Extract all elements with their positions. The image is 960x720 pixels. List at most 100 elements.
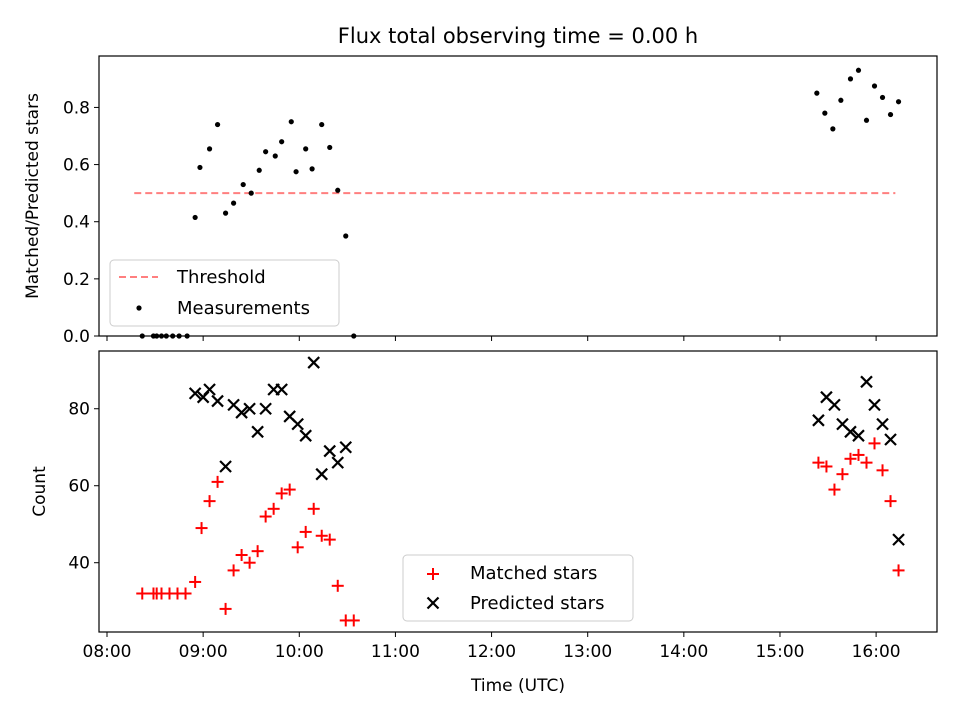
matched-star-point bbox=[227, 564, 240, 577]
measurement-point bbox=[879, 94, 886, 101]
matched-star-point bbox=[189, 575, 202, 588]
legend-matched-swatch bbox=[427, 568, 439, 580]
predicted-star-point bbox=[828, 398, 841, 412]
legend-x-marker bbox=[426, 596, 440, 610]
matched-star-point bbox=[860, 456, 873, 469]
matched-star-point bbox=[844, 452, 857, 465]
predicted-star-point bbox=[251, 425, 264, 439]
predicted-star-point bbox=[844, 425, 857, 439]
x-ticks-top-axes bbox=[106, 336, 877, 341]
predicted-star-point bbox=[188, 387, 202, 400]
legend-matched-label: Matched stars bbox=[470, 563, 597, 584]
ratio-legend: Threshold Measurements bbox=[109, 259, 340, 327]
matched-star-point bbox=[291, 541, 304, 554]
x-tick-label: 11:00 bbox=[371, 642, 420, 662]
matched-star-point bbox=[836, 468, 849, 481]
measurement-point bbox=[192, 214, 198, 221]
ratio-axes: Flux total observing time = 0.00 h Match… bbox=[23, 24, 938, 347]
predicted-star-point bbox=[812, 414, 825, 427]
legend-box bbox=[109, 259, 340, 327]
x-tick-label: 12:00 bbox=[467, 642, 516, 662]
matched-star-point bbox=[243, 556, 256, 569]
predicted-star-point bbox=[315, 467, 328, 481]
predicted-star-point bbox=[235, 406, 248, 419]
predicted-star-point bbox=[339, 440, 353, 454]
matched-star-point bbox=[211, 475, 224, 488]
matched-star-point bbox=[852, 448, 865, 461]
measurement-point bbox=[855, 67, 862, 73]
matched-star-point bbox=[884, 495, 897, 508]
legend-threshold-label: Threshold bbox=[176, 267, 266, 288]
measurement-point bbox=[206, 146, 213, 152]
matched-star-point bbox=[876, 464, 889, 477]
measurement-point bbox=[814, 90, 820, 96]
y-tick-label: 0.6 bbox=[63, 156, 90, 176]
y-ticks-count: 40 60 80 bbox=[68, 400, 99, 574]
measurements-points bbox=[139, 67, 902, 339]
measurement-point bbox=[319, 121, 325, 128]
measurement-point bbox=[335, 187, 341, 193]
measurement-point bbox=[895, 99, 902, 105]
predicted-star-point bbox=[323, 444, 337, 458]
measurement-point bbox=[343, 233, 349, 239]
measurement-point bbox=[887, 111, 894, 118]
matched-star-point bbox=[347, 614, 360, 627]
x-axis-label: Time (UTC) bbox=[470, 676, 565, 696]
count-legend: Matched stars Predicted stars bbox=[402, 554, 634, 622]
matched-star-point bbox=[259, 510, 272, 523]
count-axes-frame bbox=[98, 350, 938, 633]
y-axis-label-ratio: Matched/Predicted stars bbox=[23, 93, 43, 299]
measurement-point bbox=[197, 164, 203, 171]
y-tick-label: 80 bbox=[68, 400, 90, 420]
matched-star-point bbox=[868, 437, 881, 450]
measurement-point bbox=[288, 119, 294, 125]
matched-star-point bbox=[892, 564, 905, 577]
y-axis-label-count: Count bbox=[30, 466, 50, 517]
predicted-star-point bbox=[243, 402, 256, 416]
x-tick-label: 08:00 bbox=[83, 642, 132, 662]
legend-predicted-label: Predicted stars bbox=[470, 593, 604, 614]
legend-measurements-swatch bbox=[136, 305, 142, 311]
measurement-point bbox=[303, 146, 309, 152]
matched-stars-points bbox=[136, 437, 905, 627]
predicted-star-point bbox=[876, 417, 889, 431]
predicted-star-point bbox=[203, 383, 216, 396]
matched-star-point bbox=[275, 487, 288, 500]
predicted-star-point bbox=[868, 398, 881, 412]
matched-star-point bbox=[179, 587, 192, 600]
measurement-point bbox=[240, 181, 246, 188]
measurement-point bbox=[272, 153, 278, 159]
predicted-star-point bbox=[331, 456, 345, 469]
matched-star-point bbox=[283, 483, 296, 496]
legend-predicted-swatch bbox=[426, 596, 440, 610]
predicted-stars-points bbox=[188, 356, 905, 546]
legend-box bbox=[402, 554, 634, 622]
x-tick-label: 15:00 bbox=[755, 642, 804, 662]
chart-title: Flux total observing time = 0.00 h bbox=[338, 24, 698, 48]
x-tick-label: 09:00 bbox=[179, 642, 228, 662]
measurement-point bbox=[327, 144, 333, 151]
measurement-point bbox=[248, 190, 254, 196]
measurement-point bbox=[830, 126, 836, 132]
y-tick-label: 0.2 bbox=[63, 270, 90, 290]
measurement-point bbox=[822, 110, 828, 116]
matched-star-point bbox=[267, 502, 280, 515]
measurement-point bbox=[309, 166, 315, 172]
x-tick-label: 10:00 bbox=[275, 642, 324, 662]
matched-star-point bbox=[299, 525, 312, 538]
matched-star-point bbox=[307, 502, 320, 515]
matched-star-point bbox=[235, 549, 248, 562]
legend-measurements-label: Measurements bbox=[177, 298, 310, 319]
predicted-star-point bbox=[275, 383, 288, 396]
measurement-point bbox=[222, 210, 229, 216]
matched-star-point bbox=[203, 495, 216, 508]
matched-star-point bbox=[195, 522, 208, 535]
x-ticks-bottom-axes: 08:00 09:00 10:00 11:00 12:00 13:00 14:00 15:00… bbox=[83, 632, 901, 662]
measurement-point bbox=[263, 149, 269, 155]
predicted-star-point bbox=[892, 533, 905, 546]
measurement-point bbox=[279, 139, 285, 145]
x-tick-label: 14:00 bbox=[659, 642, 708, 662]
y-tick-label: 0.4 bbox=[63, 213, 90, 233]
predicted-star-point bbox=[852, 429, 865, 442]
matched-star-point bbox=[251, 545, 264, 558]
